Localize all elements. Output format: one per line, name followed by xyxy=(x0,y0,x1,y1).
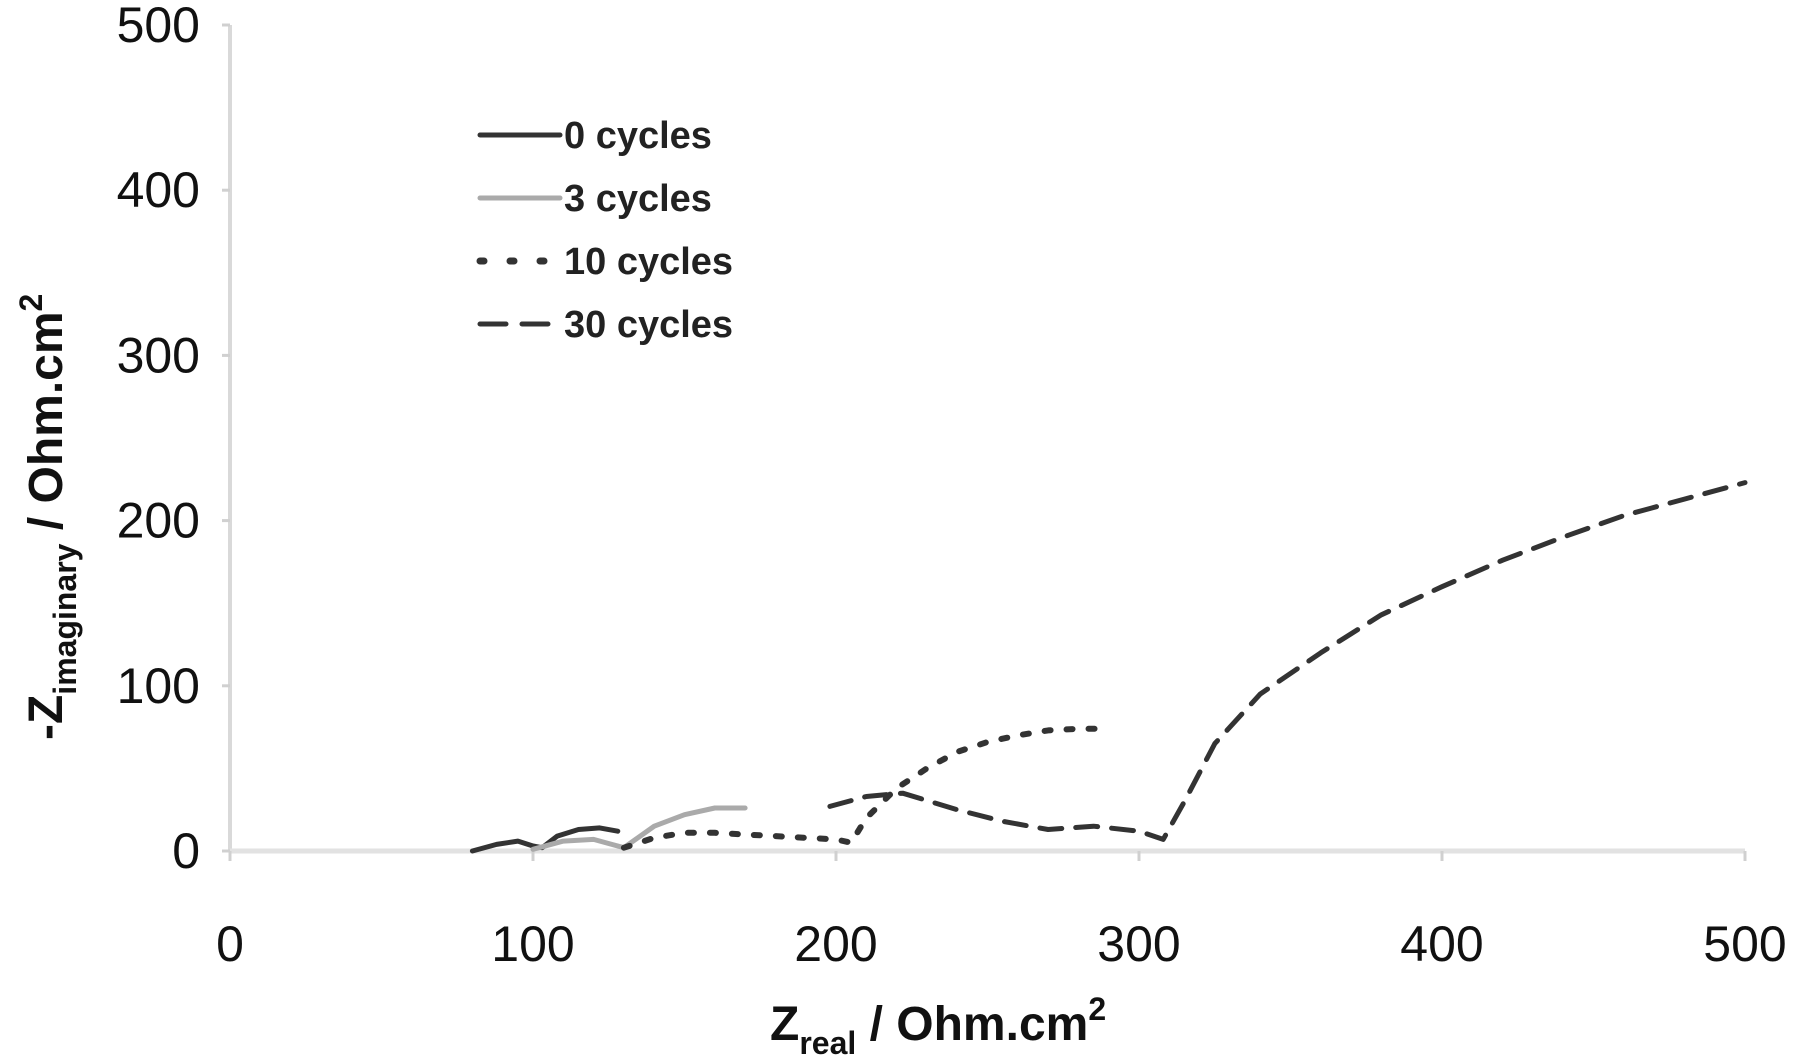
y-axis-title: -Zimaginary / Ohm.cm2 xyxy=(13,294,83,740)
legend: 0 cycles 3 cycles 10 cycles 30 cycles xyxy=(476,115,733,346)
axes: 0 100 200 300 400 500 0 100 200 300 400 500 xyxy=(117,0,1787,972)
series-line-2 xyxy=(620,725,1112,851)
x-tick-label: 500 xyxy=(1703,916,1786,972)
legend-label: 10 cycles xyxy=(564,241,733,283)
x-tick-label: 100 xyxy=(491,916,574,972)
legend-label: 3 cycles xyxy=(564,178,712,220)
svg-text:-Zimaginary / Ohm.cm2: -Zimaginary / Ohm.cm2 xyxy=(13,294,83,740)
data-series xyxy=(469,480,1748,854)
x-tick-label: 0 xyxy=(216,916,244,972)
y-tick-label: 500 xyxy=(117,0,200,53)
y-tick-label: 400 xyxy=(117,162,200,218)
x-tick-label: 200 xyxy=(794,916,877,972)
y-tick-label: 200 xyxy=(117,493,200,549)
x-axis-title: Zreal / Ohm.cm2 xyxy=(770,991,1106,1056)
y-tick-label: 0 xyxy=(172,823,200,879)
legend-label: 0 cycles xyxy=(564,115,712,157)
y-tick-label: 300 xyxy=(117,327,200,383)
series-line-1 xyxy=(530,805,748,852)
legend-label: 30 cycles xyxy=(564,304,733,346)
svg-text:Zreal / Ohm.cm2: Zreal / Ohm.cm2 xyxy=(770,991,1106,1056)
x-tick-label: 400 xyxy=(1400,916,1483,972)
series-line-3 xyxy=(827,480,1748,842)
x-tick-label: 300 xyxy=(1097,916,1180,972)
y-tick-label: 100 xyxy=(117,658,200,714)
